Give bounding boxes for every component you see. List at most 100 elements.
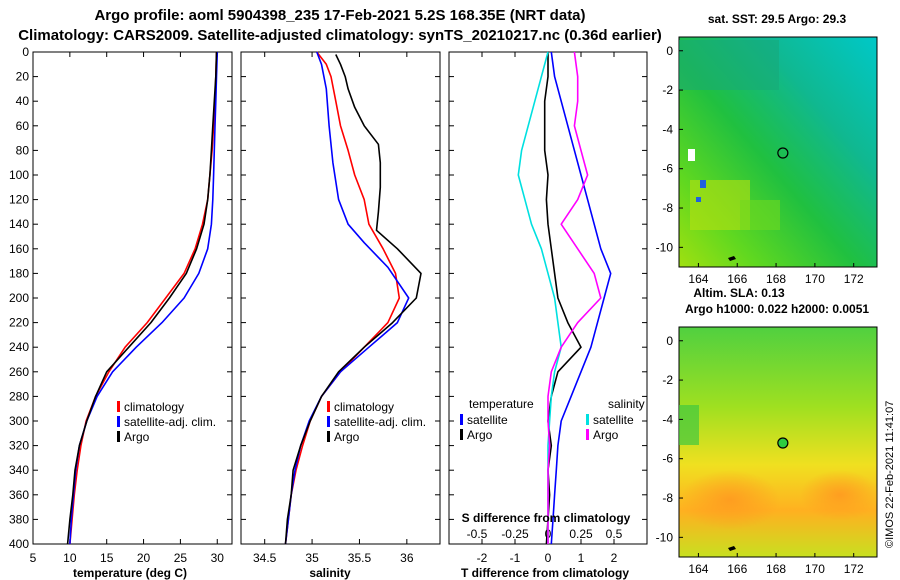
sla-high-patch (680, 470, 780, 530)
map-x-tick-label: 170 (805, 272, 825, 286)
legend-label-salinity-satellite: satellite (593, 413, 634, 427)
legend-label-satellite-adj: satellite-adj. clim. (334, 415, 426, 429)
temperature-legend: climatology satellite-adj. clim. Argo (117, 400, 216, 444)
y-tick-label: 80 (16, 143, 30, 157)
map-y-tick-label: -10 (656, 530, 674, 544)
difference-salinity-label: S difference from climatology (462, 511, 631, 525)
salinity-diff-tick-label: 0.5 (606, 527, 623, 541)
map-y-tick-label: -8 (662, 491, 673, 505)
legend-label-satellite-adj: satellite-adj. clim. (124, 415, 216, 429)
y-tick-label: 240 (9, 340, 29, 354)
legend-label-argo: Argo (334, 430, 360, 444)
difference-panel: -2 -1 0 1 2 -0.5 -0.25 0 0.25 0.5 T difference f… (448, 51, 648, 580)
island-shape (728, 256, 736, 261)
salinity-plot-frame (240, 51, 441, 545)
sst-patch (679, 40, 779, 90)
sla-argo-location-marker (777, 437, 789, 449)
sst-cold-pixel (700, 180, 706, 188)
salinity-diff-tick-label: -0.5 (467, 527, 488, 541)
y-tick-label: 200 (9, 291, 29, 305)
legend-label-temperature-argo: Argo (467, 428, 493, 442)
series-line-satellite-adj-clim- (284, 51, 410, 545)
salinity-legend: climatology satellite-adj. clim. Argo (327, 400, 426, 444)
legend-swatch-argo (117, 431, 120, 442)
x-tick-label: 25 (174, 551, 188, 565)
sst-map-y-axis: 0 -2 -4 -6 -8 -10 (656, 44, 683, 254)
temperature-x-label: temperature (deg C) (73, 566, 187, 580)
sla-map-subtitle: Argo h1000: 0.022 h2000: 0.0051 (685, 302, 869, 316)
map-x-tick-label: 164 (688, 562, 708, 576)
series-line-salinity-argo (547, 51, 602, 544)
difference-salinity-axis: -0.5 -0.25 0 0.25 0.5 (467, 527, 623, 541)
sst-patch (740, 200, 780, 230)
sst-map-x-axis: 164 166 168 170 172 (688, 263, 864, 286)
legend-title-temperature: temperature (469, 397, 534, 411)
difference-legend: temperature satellite Argo salinity sate… (460, 397, 645, 442)
x-tick-label: 2 (611, 551, 618, 565)
salinity-series (284, 51, 422, 545)
salinity-panel: 34.5 35 35.5 36 salinity climatology satell… (240, 51, 441, 580)
series-line-argo (284, 54, 422, 545)
copyright-stamp: ©IMOS 22-Feb-2021 11:41:07 (884, 401, 896, 548)
series-line-temperature-satellite (550, 51, 612, 545)
sla-map-texture (679, 405, 880, 551)
y-tick-label: 180 (9, 266, 29, 280)
sla-low-patch (679, 405, 699, 445)
temperature-panel: 5 10 15 20 25 30 0 20 40 60 80 100 120 140 160 180 200 2… (9, 45, 233, 580)
map-y-tick-label: 0 (666, 334, 673, 348)
sst-map-panel: sat. SST: 29.5 Argo: 29.3 164 166 168 170 17… (656, 12, 878, 286)
map-y-tick-label: -2 (662, 373, 673, 387)
y-tick-label: 120 (9, 193, 29, 207)
figure-title-line-2: Climatology: CARS2009. Satellite-adjuste… (18, 27, 662, 44)
salinity-diff-tick-label: -0.25 (501, 527, 529, 541)
temperature-x-axis: 5 10 15 20 25 30 (30, 52, 225, 565)
map-x-tick-label: 168 (766, 272, 786, 286)
legend-swatch-argo (327, 431, 330, 442)
sla-map-panel: Altim. SLA: 0.13 Argo h1000: 0.022 h2000… (656, 286, 880, 576)
figure-title-line-1: Argo profile: aoml 5904398_235 17-Feb-20… (94, 7, 585, 24)
sst-cold-pixel (696, 197, 701, 202)
sst-map-title: sat. SST: 29.5 Argo: 29.3 (708, 12, 847, 26)
y-tick-label: 100 (9, 168, 29, 182)
series-line-climatology (284, 51, 401, 545)
salinity-x-label: salinity (309, 566, 351, 580)
y-tick-label: 160 (9, 242, 29, 256)
y-tick-label: 20 (16, 70, 30, 84)
x-tick-label: 0 (545, 551, 552, 565)
temperature-series (66, 51, 219, 545)
legend-swatch-satellite-adj (117, 416, 120, 427)
y-tick-label: 340 (9, 463, 29, 477)
map-y-tick-label: -6 (662, 452, 673, 466)
map-x-tick-label: 170 (805, 562, 825, 576)
legend-title-salinity: salinity (608, 397, 645, 411)
x-tick-label: 30 (211, 551, 225, 565)
map-y-tick-label: -10 (656, 240, 674, 254)
x-tick-label: 34.5 (253, 551, 277, 565)
legend-label-temperature-satellite: satellite (467, 413, 508, 427)
difference-x-label: T difference from climatology (461, 566, 629, 580)
y-tick-label: 0 (22, 45, 29, 59)
map-y-tick-label: -2 (662, 83, 673, 97)
temperature-plot-frame (32, 51, 233, 545)
map-x-tick-label: 166 (727, 562, 747, 576)
salinity-y-axis (241, 51, 440, 545)
y-tick-label: 300 (9, 414, 29, 428)
y-tick-label: 220 (9, 316, 29, 330)
difference-series (517, 51, 612, 545)
sla-high-patch (800, 470, 880, 520)
temperature-y-axis: 0 20 40 60 80 100 120 140 160 180 200 220 240 260 280 3… (9, 45, 232, 551)
map-y-tick-label: -6 (662, 162, 673, 176)
map-x-tick-label: 172 (844, 272, 864, 286)
legend-label-climatology: climatology (124, 400, 184, 414)
x-tick-label: -2 (477, 551, 488, 565)
x-tick-label: 5 (30, 551, 37, 565)
legend-swatch-climatology (327, 401, 330, 412)
map-x-tick-label: 172 (844, 562, 864, 576)
map-y-tick-label: 0 (666, 44, 673, 58)
difference-y-axis (449, 51, 647, 545)
series-line-argo (66, 51, 218, 545)
map-y-tick-label: -4 (662, 412, 673, 426)
legend-swatch-climatology (117, 401, 120, 412)
sla-map-x-axis: 164 166 168 170 172 (688, 553, 864, 576)
